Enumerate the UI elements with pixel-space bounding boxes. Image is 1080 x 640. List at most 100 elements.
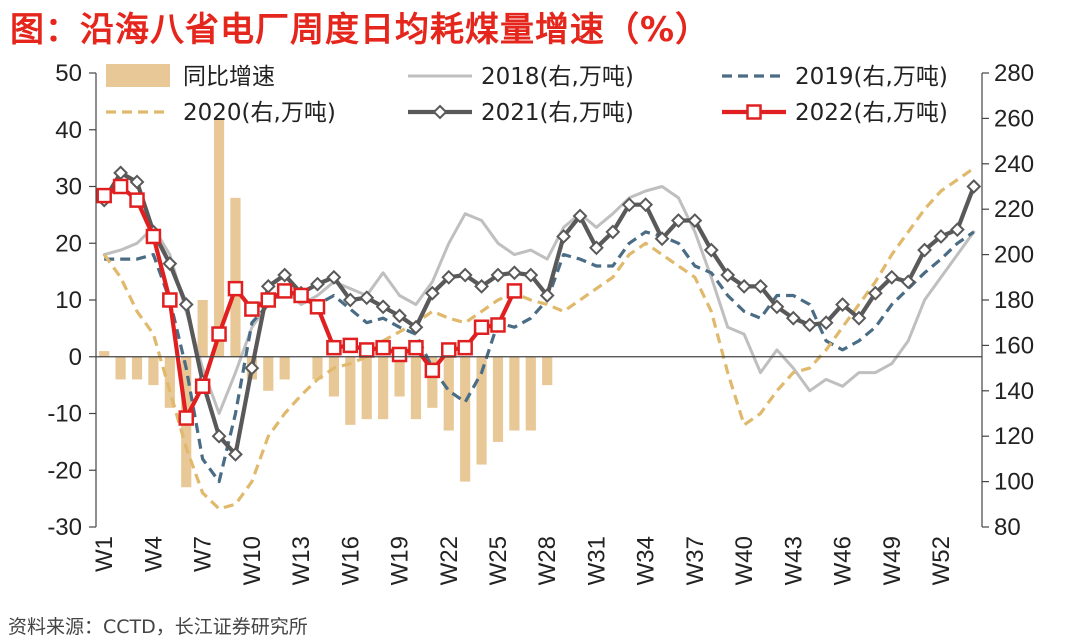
2021-point-29: [556, 229, 572, 244]
series-line-2019(右,万吨): [104, 230, 975, 484]
2021-point-10: [244, 360, 260, 376]
right-tick-label: 160: [994, 332, 1034, 359]
bar-1: [99, 351, 110, 357]
2021-point-47: [851, 310, 867, 326]
2021-point-12: [277, 267, 293, 283]
2021-point-27: [523, 267, 539, 283]
2022-point-14: [309, 299, 326, 315]
2021-point-15: [326, 269, 342, 285]
2022-point-13: [293, 287, 309, 304]
left-tick-label: 10: [55, 287, 82, 314]
2022-point-3: [129, 192, 145, 208]
2021-point-23: [457, 267, 473, 283]
2021-point-46: [835, 297, 850, 312]
2021-point-18: [375, 299, 391, 315]
2021-point-17: [359, 290, 375, 306]
legend-label-2020: 2020(右,万吨): [183, 100, 336, 126]
x-tick-label: W31: [583, 536, 610, 585]
2021-point-45: [818, 315, 834, 331]
legend-marker-2021: [432, 104, 448, 120]
chart-title: 图：沿海八省电厂周度日均耗煤量增速（%）: [10, 10, 711, 50]
2021-point-36: [671, 213, 686, 228]
right-tick-label: 220: [994, 196, 1034, 223]
x-tick-label: W7: [190, 536, 217, 572]
2021-point-34: [638, 197, 654, 213]
bar-26: [509, 356, 520, 431]
2021-point-19: [392, 308, 407, 324]
left-tick-label: 40: [55, 117, 82, 144]
2022-point-10: [244, 301, 260, 317]
2022-point-22: [441, 342, 457, 358]
bar-4: [148, 356, 159, 386]
axes-layer: 50403020100-10-20-3028026024022020018016…: [47, 60, 1034, 585]
2021-point-43: [785, 310, 801, 326]
2021-point-22: [441, 269, 457, 285]
right-tick-label: 180: [994, 287, 1034, 314]
bar-21: [427, 356, 438, 408]
2021-point-54: [966, 179, 982, 194]
bar-9: [230, 197, 241, 357]
bar-16: [345, 356, 356, 425]
2022-point-8: [211, 326, 227, 342]
2022-point-23: [457, 339, 473, 356]
source-note: 资料来源：CCTD，长江证券研究所: [8, 616, 308, 638]
bar-19: [394, 356, 405, 397]
bar-28: [542, 356, 553, 386]
bar-2: [115, 356, 126, 380]
2021-point-5: [162, 256, 178, 272]
x-tick-label: W1: [91, 536, 118, 572]
2021-point-50: [900, 274, 916, 290]
x-tick-label: W43: [780, 536, 807, 585]
2021-point-51: [917, 242, 932, 258]
x-tick-label: W28: [534, 536, 561, 585]
legend-label-2019: 2019(右,万吨): [795, 64, 948, 90]
bar-5: [164, 356, 175, 408]
2022-point-12: [276, 283, 293, 299]
left-tick-label: 50: [55, 60, 82, 87]
2021-point-8: [211, 428, 227, 444]
2021-point-6: [178, 297, 194, 312]
left-tick-label: 0: [69, 344, 82, 371]
2021-point-21: [424, 285, 440, 301]
2022-point-2: [112, 178, 129, 195]
x-tick-label: W52: [928, 536, 955, 585]
x-tick-label: W4: [140, 536, 167, 572]
2021-point-41: [753, 278, 768, 294]
2021-point-53: [949, 222, 965, 238]
2022-point-19: [391, 346, 408, 363]
right-tick-label: 280: [994, 60, 1034, 87]
2021-point-40: [736, 278, 752, 294]
right-tick-label: 100: [994, 469, 1034, 496]
x-tick-label: W19: [387, 536, 414, 585]
bar-24: [476, 356, 487, 465]
2021-point-38: [703, 242, 719, 258]
2021-point-3: [129, 174, 145, 190]
legend: 同比增速 2018(右,万吨) 2019(右,万吨) 2020(右,万吨) 2021(右…: [106, 64, 948, 126]
2022-point-18: [375, 339, 391, 356]
bar-8: [213, 118, 225, 357]
left-tick-label: -10: [47, 401, 82, 428]
2022-point-9: [227, 280, 244, 297]
left-tick-label: -30: [47, 514, 82, 541]
2022-point-11: [260, 292, 277, 308]
2021-point-9: [228, 446, 243, 462]
x-tick-label: W16: [337, 536, 364, 585]
2021-point-26: [506, 265, 522, 281]
bar-15: [328, 356, 339, 397]
right-tick-label: 140: [994, 378, 1034, 405]
2022-point-20: [408, 339, 424, 356]
bar-27: [525, 356, 536, 431]
bar-17: [361, 356, 372, 420]
x-tick-label: W37: [682, 536, 709, 585]
2021-point-14: [310, 276, 325, 292]
2021-point-49: [884, 269, 900, 285]
right-tick-label: 260: [994, 105, 1034, 132]
x-tick-label: W49: [879, 536, 906, 585]
2022-point-16: [342, 337, 359, 354]
2021-point-52: [933, 229, 949, 244]
bar-7: [197, 300, 208, 357]
right-tick-label: 80: [994, 514, 1021, 541]
legend-label-2018: 2018(右,万吨): [481, 64, 634, 90]
bar-11: [263, 356, 274, 391]
2022-point-21: [424, 362, 441, 379]
